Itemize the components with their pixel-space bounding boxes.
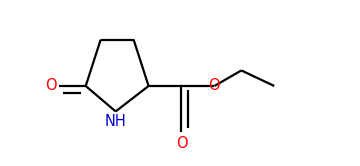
Text: O: O bbox=[45, 79, 57, 93]
Text: O: O bbox=[176, 136, 187, 151]
Text: O: O bbox=[208, 79, 220, 93]
Text: NH: NH bbox=[105, 114, 126, 129]
